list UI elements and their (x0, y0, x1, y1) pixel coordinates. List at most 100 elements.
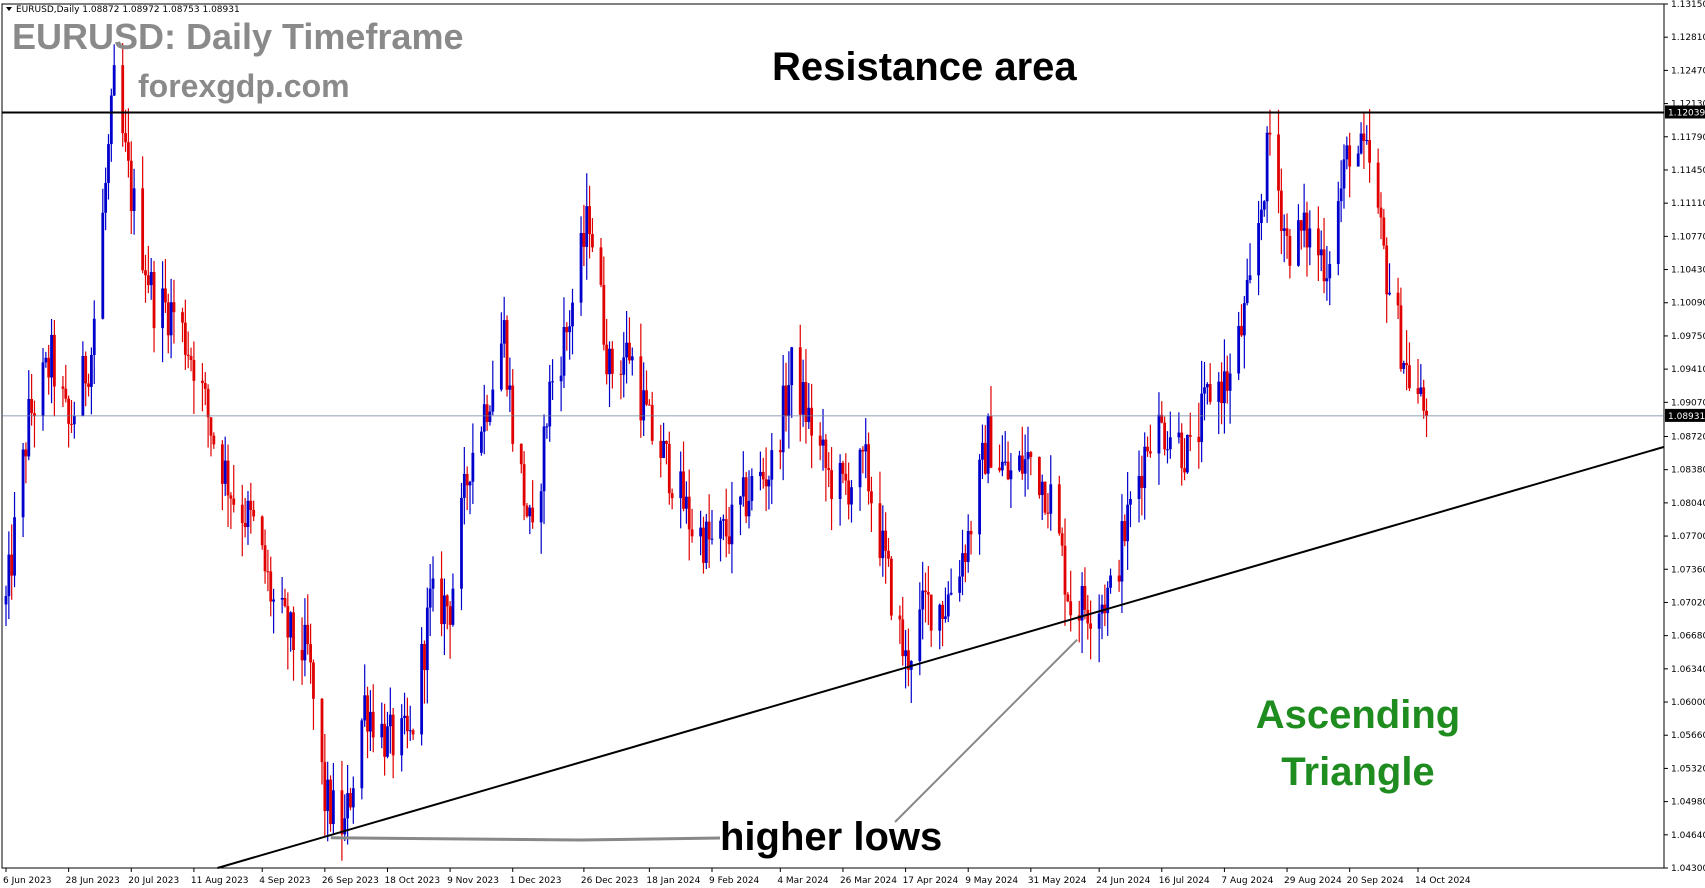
candle-body (21, 449, 25, 518)
candle-body (52, 334, 56, 387)
y-tick-label: 1.06340 (1671, 665, 1705, 675)
candle-body (926, 592, 930, 595)
x-tick-label: 31 May 2024 (1028, 876, 1087, 886)
candle-body (1205, 384, 1209, 388)
candle-body (331, 790, 335, 825)
x-tick-label: 18 Oct 2023 (384, 876, 440, 886)
candle-body (949, 592, 953, 595)
candle-body (921, 590, 925, 610)
candle-body (502, 320, 506, 344)
candle-body (801, 382, 805, 415)
candle-body (326, 779, 330, 812)
candle-body (141, 188, 145, 271)
candle-body (1342, 159, 1346, 189)
candle-body (480, 431, 483, 453)
candle-body (639, 356, 643, 421)
candle-body (1240, 325, 1243, 336)
candle-body (761, 471, 765, 480)
candle-body (1260, 209, 1263, 224)
candle-body (519, 443, 523, 465)
candle-body (371, 711, 375, 738)
candle-body (172, 302, 176, 313)
candle-body (24, 449, 28, 457)
higher-lows-label: higher lows (720, 815, 942, 859)
x-tick-label: 26 Dec 2023 (581, 876, 639, 886)
candle-body (707, 521, 711, 540)
candle-body (1006, 461, 1010, 480)
candle-body (403, 715, 406, 719)
candle-body (539, 491, 543, 523)
candle-body (400, 718, 404, 756)
candle-body (269, 571, 273, 602)
candle-body (388, 714, 392, 727)
candle-body (366, 695, 369, 732)
candle-body (460, 497, 463, 589)
x-tick-label: 9 May 2024 (965, 876, 1018, 886)
candle-body (64, 388, 68, 399)
candle-body (1018, 455, 1021, 471)
candle-body (907, 650, 910, 670)
candle-body (260, 516, 264, 546)
candle-body (969, 530, 973, 535)
candle-body (667, 443, 671, 494)
candle-body (827, 467, 831, 471)
candle-body (144, 270, 147, 276)
candle-body (1316, 228, 1320, 256)
x-tick-label: 1 Dec 2023 (510, 876, 562, 886)
candle-body (918, 609, 922, 662)
candle-body (499, 343, 503, 390)
candle-body (232, 498, 236, 505)
candle-body (986, 416, 990, 474)
candle-body (898, 615, 902, 620)
y-tick-label: 1.08040 (1671, 499, 1705, 509)
candle-body (941, 604, 944, 619)
candle-body (323, 762, 327, 812)
candle-body (727, 536, 731, 545)
candle-body (423, 644, 426, 671)
candle-body (206, 388, 210, 418)
candle-body (280, 597, 284, 600)
candle-body (1146, 446, 1149, 452)
candle-body (1080, 585, 1084, 621)
candle-body (465, 473, 469, 486)
candle-body (1408, 365, 1411, 389)
candle-body (542, 426, 546, 492)
candle-body (67, 398, 71, 424)
candle-body (958, 576, 962, 593)
candle-body (602, 284, 606, 345)
candle-body (368, 711, 372, 732)
candle-body (1245, 280, 1249, 304)
candle-body (1356, 153, 1360, 167)
candle-body (719, 520, 722, 539)
candle-body (571, 302, 574, 327)
candle-body (1242, 303, 1246, 336)
candle-body (963, 553, 967, 563)
candle-body (220, 444, 224, 484)
candle-body (1029, 452, 1033, 457)
candle-body (1000, 461, 1004, 471)
candle-body (104, 182, 108, 213)
candle-body (1217, 381, 1221, 402)
y-tick-label: 1.07700 (1671, 532, 1705, 542)
candle-body (1368, 140, 1372, 163)
candle-body (1405, 363, 1409, 366)
candle-body (1177, 432, 1181, 438)
candle-body (1069, 601, 1073, 616)
candle-body (468, 481, 472, 486)
candle-body (50, 334, 53, 378)
price-label-box (1665, 408, 1705, 422)
y-tick-label: 1.10430 (1671, 266, 1705, 276)
candle-body (1237, 325, 1241, 374)
candle-body (665, 441, 668, 444)
candle-body (47, 357, 51, 378)
candle-body (1163, 422, 1167, 450)
y-tick-label: 1.06000 (1671, 698, 1705, 708)
x-tick-label: 29 Aug 2024 (1284, 876, 1342, 886)
x-tick-label: 26 Mar 2024 (840, 876, 897, 886)
candle-body (551, 381, 554, 383)
y-tick-label: 1.09070 (1671, 398, 1705, 408)
candle-body (286, 606, 290, 638)
candle-body (929, 594, 933, 631)
candle-body (966, 530, 970, 563)
candle-body (146, 275, 150, 286)
